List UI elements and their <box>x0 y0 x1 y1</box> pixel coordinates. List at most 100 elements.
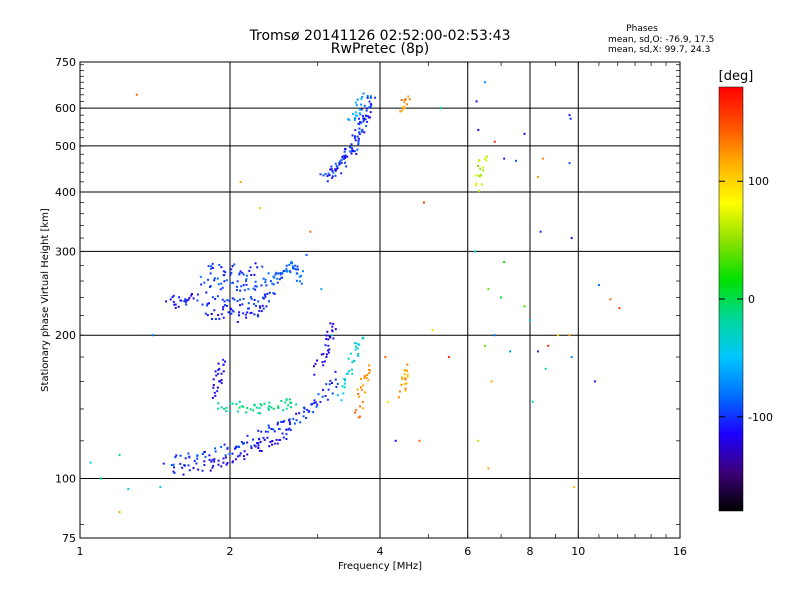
echo-point <box>242 298 245 300</box>
echo-point <box>404 106 407 109</box>
x-tick-label: 10 <box>571 545 585 558</box>
echo-point <box>257 429 260 432</box>
echo-point <box>387 400 389 403</box>
echo-point <box>218 264 221 266</box>
echo-point <box>278 428 281 430</box>
echo-point <box>570 237 573 240</box>
echo-point <box>345 165 348 168</box>
echo-point <box>258 438 261 441</box>
echo-point <box>346 372 349 375</box>
echo-point <box>367 368 370 371</box>
echo-point <box>244 313 247 316</box>
echo-point <box>238 314 240 317</box>
echo-point <box>331 325 334 328</box>
echo-point <box>354 139 357 142</box>
echo-point <box>292 417 295 420</box>
echo-point <box>358 133 361 136</box>
echo-point <box>197 468 200 471</box>
echo-point <box>313 373 316 376</box>
echo-point <box>288 398 291 401</box>
echo-point <box>474 174 477 177</box>
echo-point <box>243 458 246 461</box>
echo-point <box>180 299 183 302</box>
y-tick-label: 400 <box>55 186 76 199</box>
echo-point <box>222 461 225 464</box>
echo-point <box>343 150 346 153</box>
echo-point <box>271 443 273 446</box>
echo-point <box>303 410 305 413</box>
echo-point <box>213 277 216 280</box>
echo-point <box>330 168 333 171</box>
echo-point <box>361 389 363 391</box>
echo-point <box>178 296 181 299</box>
echo-point <box>485 155 488 158</box>
echo-point <box>249 312 252 315</box>
echo-point <box>323 360 326 363</box>
echo-point <box>335 164 338 167</box>
echo-point <box>537 350 539 353</box>
echo-point <box>250 297 253 300</box>
echo-point <box>325 353 328 356</box>
echo-point <box>261 304 264 307</box>
echo-point <box>276 442 279 445</box>
echo-point <box>348 119 351 121</box>
echo-point <box>196 299 199 302</box>
echo-point <box>222 316 225 319</box>
echo-point <box>220 382 223 384</box>
echo-point <box>278 439 281 441</box>
echo-point <box>366 95 369 97</box>
echo-point <box>326 175 329 177</box>
echo-point <box>331 176 334 179</box>
echo-point <box>234 458 237 461</box>
echo-point <box>344 379 347 382</box>
echo-point <box>193 459 196 462</box>
echo-point <box>367 115 370 118</box>
echo-point <box>195 462 198 465</box>
echo-point <box>214 450 217 453</box>
echo-point <box>364 118 367 121</box>
echo-point <box>326 180 329 183</box>
echo-point <box>362 92 365 95</box>
echo-point <box>173 466 175 469</box>
echo-point <box>570 356 573 358</box>
echo-point <box>475 182 478 185</box>
echo-point <box>356 347 359 350</box>
echo-point <box>236 300 239 302</box>
echo-point <box>207 265 210 268</box>
echo-point <box>325 338 328 340</box>
echo-point <box>477 128 480 131</box>
echo-point <box>256 266 259 269</box>
echo-point <box>238 454 241 457</box>
echo-point <box>350 143 353 146</box>
echo-point <box>288 418 291 421</box>
echo-point <box>211 458 214 461</box>
echo-point <box>544 367 547 370</box>
echo-point <box>289 429 292 431</box>
echo-point <box>355 104 358 107</box>
y-axis-label: Stationary phase Virtual Height [km] <box>40 208 51 392</box>
echo-point <box>328 383 331 386</box>
echo-point <box>179 462 182 465</box>
colorbar-ticks: 100 0 -100 <box>719 175 773 424</box>
echo-point <box>363 104 366 107</box>
echo-point <box>236 280 239 283</box>
echo-point <box>246 311 249 314</box>
echo-point <box>408 98 411 101</box>
echo-point <box>258 305 261 308</box>
echo-point <box>447 356 450 358</box>
echo-point <box>223 304 226 307</box>
x-tick-label: 1 <box>77 545 84 558</box>
echo-point <box>272 292 275 295</box>
echo-point <box>260 450 263 452</box>
echo-point <box>277 406 280 409</box>
echo-point <box>529 319 531 322</box>
echo-point <box>324 172 327 175</box>
echo-point <box>289 271 292 274</box>
echo-point <box>169 298 172 301</box>
echo-point <box>295 279 298 282</box>
echo-point <box>342 392 345 395</box>
echo-point <box>344 378 347 381</box>
echo-point <box>285 267 288 270</box>
echo-point <box>325 356 328 358</box>
echo-point <box>266 436 269 439</box>
